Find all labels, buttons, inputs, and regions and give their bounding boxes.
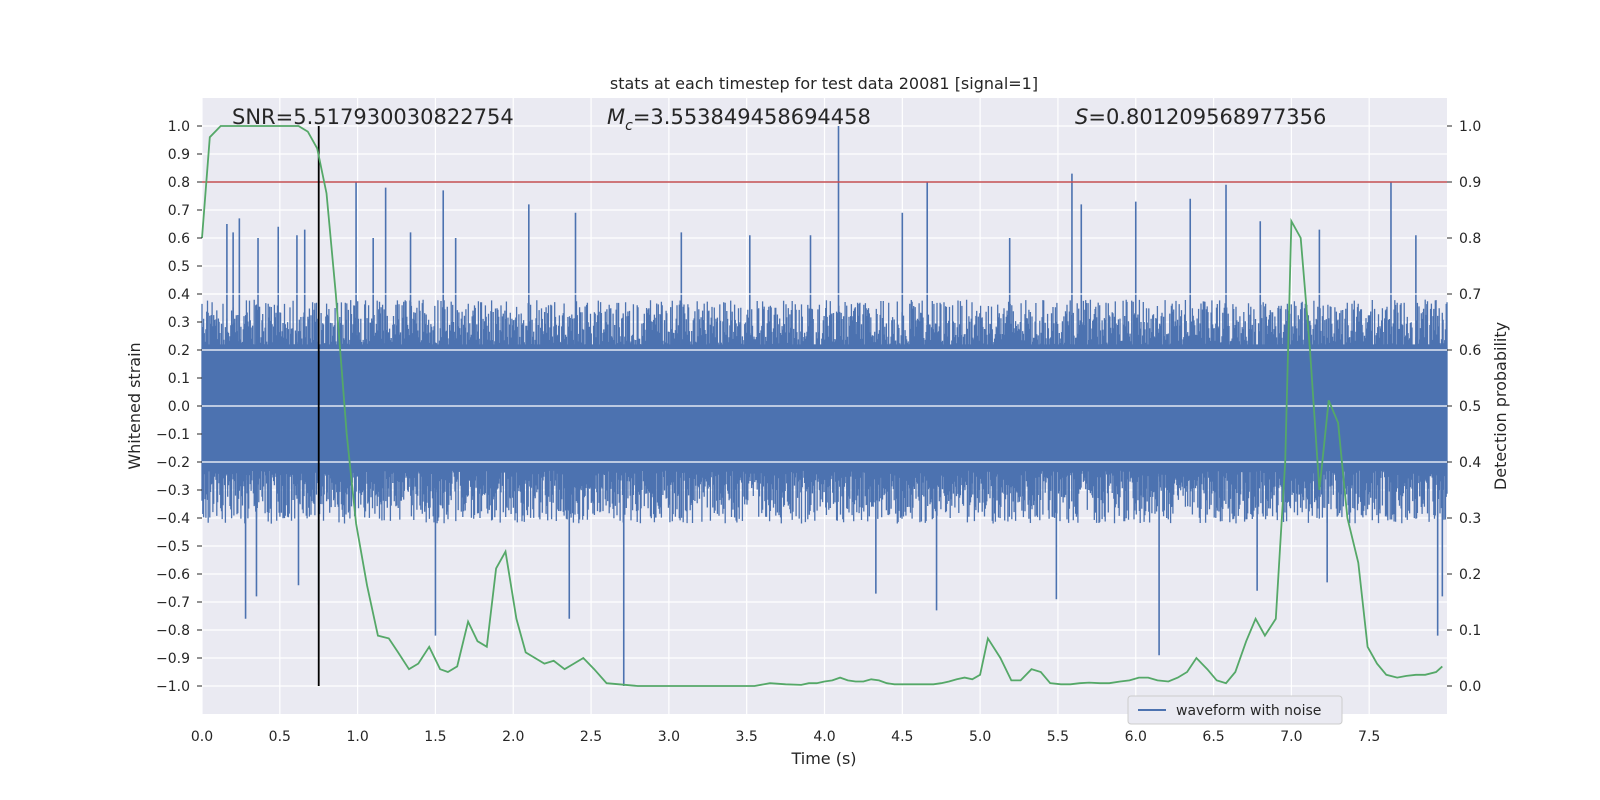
y2-axis-label: Detection probability xyxy=(1491,322,1510,490)
y2-tick-label: 0.4 xyxy=(1459,455,1481,471)
score-value: =0.801209568977356 xyxy=(1088,105,1326,129)
y2-tick-label: 0.5 xyxy=(1459,399,1481,415)
x-tick-label: 2.5 xyxy=(580,729,602,745)
y-tick-label: −0.6 xyxy=(156,567,190,583)
x-tick-label: 4.0 xyxy=(813,729,835,745)
x-tick-label: 7.0 xyxy=(1280,729,1302,745)
score-annotation: S=0.801209568977356 xyxy=(1075,105,1326,129)
y-tick-label: −0.3 xyxy=(156,483,190,499)
waveform-core xyxy=(202,344,1447,462)
x-ticks: 0.0 0.5 1.0 1.5 2.0 2.5 3.0 3.5 4.0 4.5 5.0 5.5 6.0 6… xyxy=(191,729,1380,745)
chart-title: stats at each timestep for test data 200… xyxy=(610,74,1038,93)
x-tick-label: 7.5 xyxy=(1358,729,1380,745)
probability-line-layer xyxy=(201,125,1443,687)
y-tick-label: 0.7 xyxy=(168,203,190,219)
x-tick-label: 1.0 xyxy=(346,729,368,745)
x-tick-label: 5.0 xyxy=(969,729,991,745)
y2-tick-label: 1.0 xyxy=(1459,119,1481,135)
y-tick-label: −0.8 xyxy=(156,623,190,639)
y-tick-label: 0.0 xyxy=(168,399,190,415)
y-tick-label: 1.0 xyxy=(168,119,190,135)
x-tick-label: 2.0 xyxy=(502,729,524,745)
x-tick-label: 3.0 xyxy=(658,729,680,745)
x-tick-label: 0.0 xyxy=(191,729,213,745)
y2-tick-label: 0.6 xyxy=(1459,343,1481,359)
x-tick-label: 0.5 xyxy=(269,729,291,745)
y-tick-label: 0.4 xyxy=(168,287,190,303)
y2-tick-label: 0.2 xyxy=(1459,567,1481,583)
y2-tick-label: 0.9 xyxy=(1459,175,1481,191)
y-tick-label: −0.4 xyxy=(156,511,190,527)
waveform-band xyxy=(201,299,1448,524)
score-symbol: S xyxy=(1075,105,1088,129)
y-axis-label: Whitened strain xyxy=(125,342,144,469)
y-tick-label: 0.3 xyxy=(168,315,190,331)
chirp-mass-symbol: M xyxy=(607,105,625,129)
y-tick-label: −0.9 xyxy=(156,651,190,667)
chirp-mass-annotation: Mc=3.553849458694458 xyxy=(607,105,871,134)
chirp-mass-subscript: c xyxy=(625,118,633,134)
legend-box xyxy=(1127,695,1343,725)
y-tick-label: −0.1 xyxy=(156,427,190,443)
y-tick-label: 0.8 xyxy=(168,175,190,191)
y2-tick-label: 0.1 xyxy=(1459,623,1481,639)
x-tick-label: 6.0 xyxy=(1125,729,1147,745)
y2-tick-label: 0.7 xyxy=(1459,287,1481,303)
legend: waveform with noise xyxy=(1127,695,1343,725)
chirp-mass-value: =3.553849458694458 xyxy=(633,105,871,129)
x-tick-label: 1.5 xyxy=(424,729,446,745)
y2-tick-label: 0.3 xyxy=(1459,511,1481,527)
y-tick-label: 0.5 xyxy=(168,259,190,275)
overlays xyxy=(202,126,1447,686)
y-tick-label: −1.0 xyxy=(156,679,190,695)
y-tick-label: 0.9 xyxy=(168,147,190,163)
x-tick-label: 4.5 xyxy=(891,729,913,745)
y2-tick-label: 0.0 xyxy=(1459,679,1481,695)
y-tick-label: −0.7 xyxy=(156,595,190,611)
legend-entry: waveform with noise xyxy=(1176,703,1321,719)
y-tick-label: −0.5 xyxy=(156,539,190,555)
x-tick-label: 6.5 xyxy=(1202,729,1224,745)
x-axis-label: Time (s) xyxy=(790,749,856,768)
x-tick-label: 5.5 xyxy=(1047,729,1069,745)
y2-tick-label: 0.8 xyxy=(1459,231,1481,247)
y-tick-label: 0.2 xyxy=(168,343,190,359)
y-tick-label: 0.6 xyxy=(168,231,190,247)
y2-ticks: 1.0 0.9 0.8 0.7 0.6 0.5 0.4 0.3 0.2 0.1 0.0 xyxy=(1447,119,1481,695)
y-tick-label: 0.1 xyxy=(168,371,190,387)
y-ticks: 1.0 0.9 0.8 0.7 0.6 0.5 0.4 0.3 0.2 0.1 0.0 −0.1 −0.… xyxy=(156,119,202,695)
y-tick-label: −0.2 xyxy=(156,455,190,471)
snr-annotation: SNR=5.517930030822754 xyxy=(232,105,514,129)
detection-probability-line xyxy=(201,125,1443,687)
x-tick-label: 3.5 xyxy=(736,729,758,745)
